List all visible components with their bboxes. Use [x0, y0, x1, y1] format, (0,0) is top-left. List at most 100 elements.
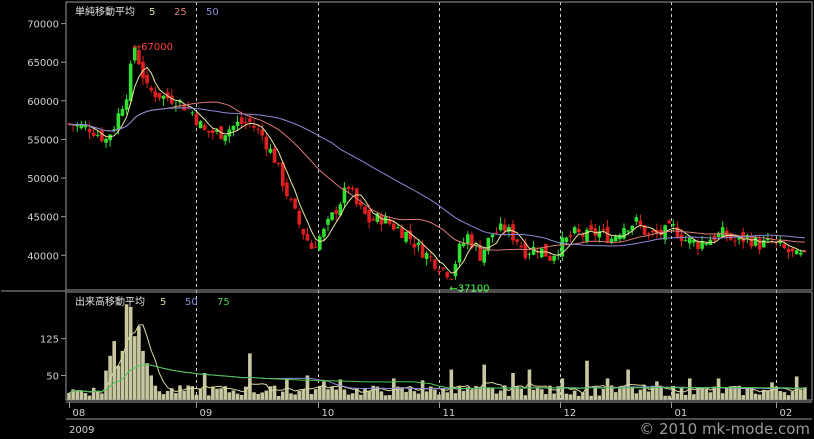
volume-bar [490, 387, 495, 400]
candle-body [642, 225, 647, 235]
candle-body [650, 230, 655, 233]
volume-bar [227, 392, 232, 400]
candle-body [243, 122, 248, 124]
candle-body [457, 243, 462, 263]
volume-bar [219, 388, 223, 400]
candle-body [223, 135, 228, 141]
candle-body [613, 236, 618, 242]
candle-body [128, 63, 133, 102]
volume-bar [576, 395, 581, 400]
volume-bar [523, 395, 528, 400]
month-label: 01 [675, 408, 688, 419]
volume-bar [280, 391, 285, 400]
volume-bar [264, 390, 269, 400]
volume-bar [655, 381, 659, 400]
volume-bar [67, 392, 71, 400]
candle-body [470, 234, 474, 248]
candle-body [519, 245, 524, 248]
candle-body [597, 231, 602, 238]
candle-body [729, 233, 733, 240]
candle-body [268, 148, 273, 153]
month-label: 08 [73, 408, 86, 419]
volume-bar [387, 394, 392, 400]
volume-bar [75, 390, 80, 400]
price-annotation: ←37100 [449, 284, 489, 295]
candle-body [790, 248, 795, 252]
volume-bar [716, 378, 721, 400]
volume-bar [790, 391, 795, 400]
candle-body [544, 243, 548, 257]
volume-bar [190, 386, 195, 400]
candle-body [375, 213, 380, 222]
candle-body [803, 250, 807, 252]
volume-bar [367, 390, 371, 400]
candle-body [622, 228, 626, 239]
candle-body [83, 124, 88, 128]
volume-bar [161, 394, 166, 400]
volume-bar [470, 389, 474, 400]
month-label: 10 [322, 408, 335, 419]
volume-bar [753, 393, 758, 400]
grid-lines [196, 2, 777, 400]
candle-body [634, 217, 639, 222]
candle-body [716, 232, 721, 238]
volume-legend-title: 出来高移動平均 [75, 295, 145, 308]
candle-body [761, 240, 766, 248]
volume-bar [724, 387, 729, 400]
candle-body [91, 132, 96, 137]
candle-body [334, 210, 339, 215]
volume-bar [309, 394, 314, 400]
candle-body [112, 129, 117, 131]
volume-bar [95, 390, 100, 400]
volume-bar [137, 326, 141, 400]
volume-bar [601, 388, 606, 400]
candle-body [560, 237, 565, 257]
volume-bar [268, 386, 273, 400]
volume-bar [613, 392, 618, 400]
volume-bar [198, 388, 203, 400]
volume-legend-item: 75 [217, 297, 230, 308]
volume-bar [461, 390, 466, 400]
volume-bar [597, 395, 602, 400]
watermark: © 2010 mk-mode.com [639, 420, 810, 438]
volume-bar [737, 385, 741, 400]
candle-body [396, 227, 400, 229]
candle-body [342, 187, 347, 204]
candle-body [371, 218, 376, 221]
volume-bar [433, 389, 437, 400]
volume-bar [712, 386, 717, 400]
volume-bar [515, 386, 519, 400]
volume-bar [206, 395, 211, 400]
volume-bar [634, 393, 639, 400]
volume-bar [692, 394, 696, 400]
candle-body [568, 235, 573, 237]
candle-body [449, 278, 454, 280]
volume-bar [149, 375, 154, 400]
candle-body [317, 236, 322, 250]
candle-body [137, 50, 141, 65]
price-tick-label: 50000 [27, 174, 59, 185]
candle-body [494, 232, 499, 234]
candle-body [67, 123, 71, 125]
volume-bar [437, 394, 441, 400]
candle-body [231, 125, 236, 131]
volume-bar [359, 394, 363, 400]
month-label: 12 [564, 408, 577, 419]
candle-body [757, 238, 762, 250]
candle-body [359, 202, 363, 206]
volume-bar [646, 391, 651, 400]
volume-bar [449, 369, 454, 400]
volume-bar [354, 388, 359, 400]
candle-body [490, 234, 495, 238]
candle-body [433, 259, 437, 269]
candle-body [215, 129, 219, 132]
candle-body [235, 121, 240, 126]
volume-bar [741, 395, 746, 400]
volume-bar [618, 388, 622, 400]
candle-body [737, 235, 741, 240]
month-label: 11 [443, 408, 456, 419]
candle-body [778, 241, 783, 244]
candle-body [626, 230, 630, 232]
volume-bar [478, 386, 482, 400]
price-tick-label: 40000 [27, 251, 59, 262]
